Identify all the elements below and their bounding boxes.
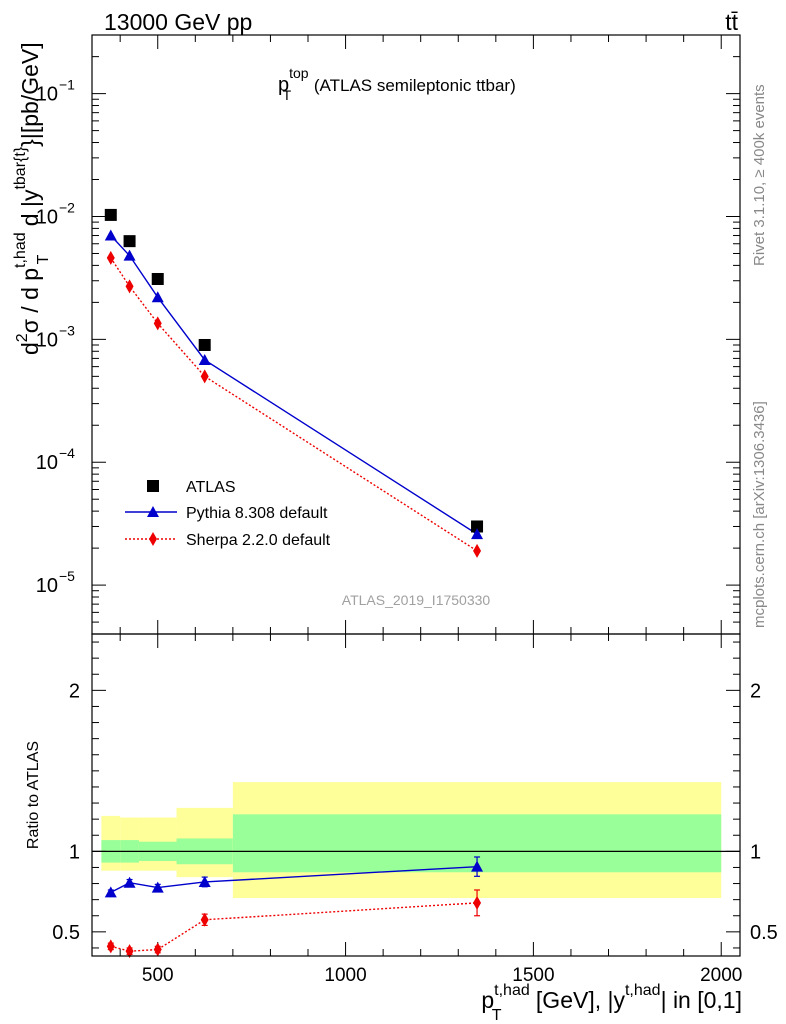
sherpa-point — [473, 543, 482, 558]
atlas-data-point — [123, 235, 136, 248]
ratio-uncertainty-bands — [92, 782, 740, 899]
pythia-ratio-point — [104, 886, 117, 898]
main-y-tick-label: 10 — [36, 206, 58, 228]
pythia-point — [104, 229, 117, 241]
pythia-point — [151, 291, 164, 303]
ratio-panel-series — [104, 856, 484, 959]
title-sup: top — [289, 65, 309, 81]
main-y-tick-label: 10 — [36, 452, 58, 474]
main-y-tick-exponent: −5 — [59, 568, 75, 584]
energy-label: 13000 GeV pp — [104, 9, 252, 35]
ratio-y-tick-label: 2 — [69, 680, 80, 702]
sherpa-ratio-point — [200, 912, 209, 927]
legend-marker-sherpa — [149, 532, 157, 546]
ratio-y-tick-label: 0.5 — [52, 922, 80, 944]
pythia-point — [471, 528, 484, 540]
x-axis-label: pt,had T [GeV], |yt,had| in [0,1] — [481, 982, 742, 1024]
main-plot-title: ptop T (ATLAS semileptonic ttbar) — [278, 65, 516, 103]
atlas-data-point — [471, 520, 484, 533]
main-y-axis-label: d2σ / d pt,had T d |ytbar{t}}|[pb/GeV] — [12, 42, 52, 355]
legend-label-atlas: ATLAS — [186, 479, 236, 496]
x-tick-label: 1000 — [324, 965, 366, 986]
main-y-tick-exponent: −4 — [59, 445, 75, 461]
x-tick-label: 500 — [142, 965, 174, 986]
atlas-data-point — [151, 272, 164, 285]
main-y-tick-label: 10 — [36, 575, 58, 597]
sherpa-ratio-point — [125, 944, 134, 959]
pythia-ratio-point — [123, 876, 136, 888]
ratio-panel-frame — [91, 633, 741, 957]
pythia-point — [198, 353, 211, 365]
sherpa-point — [125, 279, 134, 294]
process-label: tt̄ — [725, 9, 738, 35]
rivet-version-label: Rivet 3.1.10, ≥ 400k events — [751, 84, 768, 266]
main-y-tick-label: 10 — [36, 84, 58, 106]
atlas-data-point — [198, 338, 211, 351]
main-y-tick-exponent: −2 — [59, 199, 75, 215]
ratio-y-tick-label-right: 2 — [750, 680, 761, 702]
x-tick-label: 2000 — [700, 965, 742, 986]
mcplots-label: mcplots.cern.ch [arXiv:1306.3436] — [751, 401, 768, 628]
main-panel-ticks: 10−510−410−310−210−1 — [36, 35, 740, 956]
title-rest: (ATLAS semileptonic ttbar) — [309, 76, 516, 95]
x-tick-label: 1500 — [512, 965, 554, 986]
pythia-ratio-point — [198, 875, 211, 887]
pythia-point — [123, 249, 136, 261]
legend-label-sherpa: Sherpa 2.2.0 default — [186, 532, 331, 549]
title-sub: T — [283, 87, 292, 103]
sherpa-ratio-line — [110, 902, 478, 952]
legend-marker-atlas — [147, 480, 159, 492]
sherpa-ratio-point — [153, 942, 162, 957]
main-y-tick-exponent: −3 — [59, 322, 75, 338]
sherpa-ratio-point — [473, 895, 482, 910]
atlas-data-point — [104, 208, 117, 221]
ratio-y-tick-label: 1 — [69, 841, 80, 863]
pythia-ratio-point — [471, 860, 484, 872]
main-y-tick-exponent: −1 — [59, 77, 75, 93]
analysis-id-label: ATLAS_2019_I1750330 — [342, 592, 491, 608]
ratio-y-tick-label-right: 0.5 — [750, 922, 778, 944]
sherpa-ratio-point — [106, 939, 115, 954]
legend-marker-pythia — [147, 506, 159, 517]
sherpa-point — [200, 369, 209, 384]
legend: ATLAS Pythia 8.308 default Sherpa 2.2.0 … — [125, 479, 331, 549]
main-y-tick-label: 10 — [36, 329, 58, 351]
pythia-line — [110, 235, 478, 535]
legend-label-pythia: Pythia 8.308 default — [186, 505, 328, 522]
title-p: p — [278, 74, 289, 96]
sherpa-point — [106, 250, 115, 265]
ratio-y-axis-label: Ratio to ATLAS — [25, 741, 42, 849]
sherpa-point — [153, 316, 162, 331]
main-panel-series — [104, 208, 484, 558]
ratio-panel-ticks: 500 1000 1500 2000 0.5 0.5 1 1 2 2 — [52, 641, 778, 986]
ratio-y-tick-label-right: 1 — [750, 841, 761, 863]
pythia-ratio-point — [151, 881, 164, 893]
